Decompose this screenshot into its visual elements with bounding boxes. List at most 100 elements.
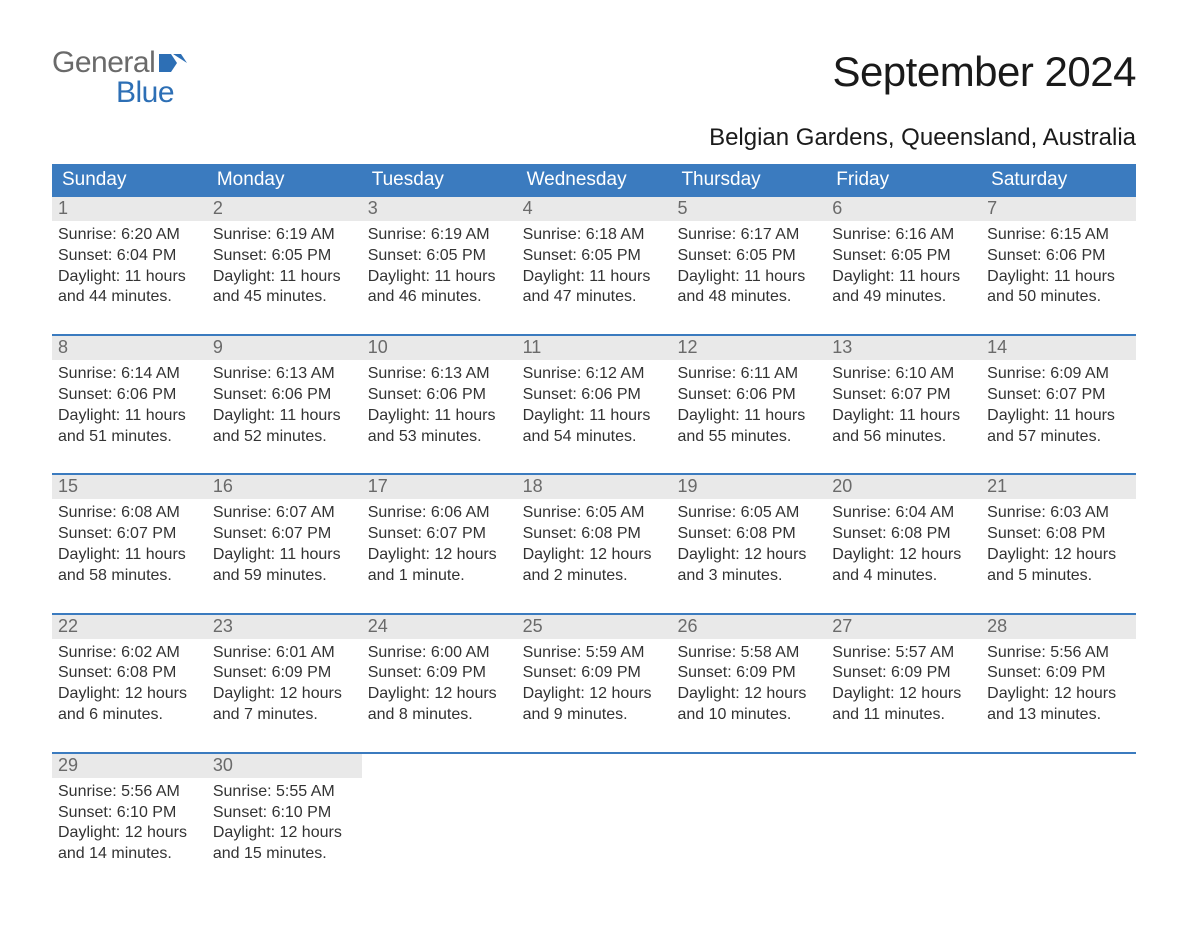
day-cell: 27Sunrise: 5:57 AMSunset: 6:09 PMDayligh… xyxy=(826,615,981,726)
daylight-line: Daylight: 11 hours and 50 minutes. xyxy=(987,267,1130,309)
day-number: 22 xyxy=(52,615,207,639)
day-number: 17 xyxy=(362,475,517,499)
day-cell: 24Sunrise: 6:00 AMSunset: 6:09 PMDayligh… xyxy=(362,615,517,726)
day-header: Tuesday xyxy=(362,164,517,197)
day-content: Sunrise: 6:00 AMSunset: 6:09 PMDaylight:… xyxy=(362,639,517,726)
day-cell xyxy=(981,754,1136,865)
sunrise-line: Sunrise: 6:17 AM xyxy=(677,225,820,246)
sunrise-line: Sunrise: 6:13 AM xyxy=(368,364,511,385)
day-number: 20 xyxy=(826,475,981,499)
daylight-line: Daylight: 11 hours and 56 minutes. xyxy=(832,406,975,448)
sunrise-line: Sunrise: 6:18 AM xyxy=(523,225,666,246)
day-number: 1 xyxy=(52,197,207,221)
sunrise-line: Sunrise: 6:05 AM xyxy=(523,503,666,524)
day-cell: 4Sunrise: 6:18 AMSunset: 6:05 PMDaylight… xyxy=(517,197,672,308)
day-number: 8 xyxy=(52,336,207,360)
day-number: 10 xyxy=(362,336,517,360)
sunrise-line: Sunrise: 5:59 AM xyxy=(523,643,666,664)
day-cell xyxy=(671,754,826,865)
day-header: Friday xyxy=(826,164,981,197)
daylight-line: Daylight: 11 hours and 55 minutes. xyxy=(677,406,820,448)
day-number: 21 xyxy=(981,475,1136,499)
sunrise-line: Sunrise: 5:56 AM xyxy=(987,643,1130,664)
sunrise-line: Sunrise: 6:15 AM xyxy=(987,225,1130,246)
day-number: 14 xyxy=(981,336,1136,360)
day-content: Sunrise: 6:15 AMSunset: 6:06 PMDaylight:… xyxy=(981,221,1136,308)
day-content: Sunrise: 6:01 AMSunset: 6:09 PMDaylight:… xyxy=(207,639,362,726)
sunrise-line: Sunrise: 6:14 AM xyxy=(58,364,201,385)
daylight-line: Daylight: 12 hours and 6 minutes. xyxy=(58,684,201,726)
day-cell: 8Sunrise: 6:14 AMSunset: 6:06 PMDaylight… xyxy=(52,336,207,447)
daylight-line: Daylight: 12 hours and 8 minutes. xyxy=(368,684,511,726)
day-number: 28 xyxy=(981,615,1136,639)
day-number: 13 xyxy=(826,336,981,360)
day-content: Sunrise: 6:13 AMSunset: 6:06 PMDaylight:… xyxy=(362,360,517,447)
day-content: Sunrise: 6:13 AMSunset: 6:06 PMDaylight:… xyxy=(207,360,362,447)
day-number: 16 xyxy=(207,475,362,499)
day-content: Sunrise: 5:58 AMSunset: 6:09 PMDaylight:… xyxy=(671,639,826,726)
sunrise-line: Sunrise: 5:55 AM xyxy=(213,782,356,803)
day-number: 2 xyxy=(207,197,362,221)
day-cell: 12Sunrise: 6:11 AMSunset: 6:06 PMDayligh… xyxy=(671,336,826,447)
logo: General Blue xyxy=(52,48,187,108)
sunrise-line: Sunrise: 6:04 AM xyxy=(832,503,975,524)
day-number: 19 xyxy=(671,475,826,499)
daylight-line: Daylight: 12 hours and 7 minutes. xyxy=(213,684,356,726)
day-content: Sunrise: 5:57 AMSunset: 6:09 PMDaylight:… xyxy=(826,639,981,726)
daylight-line: Daylight: 11 hours and 52 minutes. xyxy=(213,406,356,448)
day-cell: 14Sunrise: 6:09 AMSunset: 6:07 PMDayligh… xyxy=(981,336,1136,447)
sunset-line: Sunset: 6:06 PM xyxy=(677,385,820,406)
sunrise-line: Sunrise: 6:10 AM xyxy=(832,364,975,385)
day-content: Sunrise: 6:03 AMSunset: 6:08 PMDaylight:… xyxy=(981,499,1136,586)
sunset-line: Sunset: 6:04 PM xyxy=(58,246,201,267)
daylight-line: Daylight: 12 hours and 3 minutes. xyxy=(677,545,820,587)
day-cell: 26Sunrise: 5:58 AMSunset: 6:09 PMDayligh… xyxy=(671,615,826,726)
day-cell: 28Sunrise: 5:56 AMSunset: 6:09 PMDayligh… xyxy=(981,615,1136,726)
sunset-line: Sunset: 6:06 PM xyxy=(523,385,666,406)
day-cell: 2Sunrise: 6:19 AMSunset: 6:05 PMDaylight… xyxy=(207,197,362,308)
day-cell: 16Sunrise: 6:07 AMSunset: 6:07 PMDayligh… xyxy=(207,475,362,586)
sunset-line: Sunset: 6:05 PM xyxy=(832,246,975,267)
week-row: 29Sunrise: 5:56 AMSunset: 6:10 PMDayligh… xyxy=(52,752,1136,865)
sunset-line: Sunset: 6:08 PM xyxy=(677,524,820,545)
daylight-line: Daylight: 12 hours and 15 minutes. xyxy=(213,823,356,865)
day-number: 30 xyxy=(207,754,362,778)
day-number: 9 xyxy=(207,336,362,360)
day-header: Sunday xyxy=(52,164,207,197)
day-cell: 13Sunrise: 6:10 AMSunset: 6:07 PMDayligh… xyxy=(826,336,981,447)
day-number: 18 xyxy=(517,475,672,499)
day-header: Thursday xyxy=(671,164,826,197)
daylight-line: Daylight: 12 hours and 1 minute. xyxy=(368,545,511,587)
day-cell xyxy=(826,754,981,865)
day-cell: 7Sunrise: 6:15 AMSunset: 6:06 PMDaylight… xyxy=(981,197,1136,308)
week-row: 8Sunrise: 6:14 AMSunset: 6:06 PMDaylight… xyxy=(52,334,1136,447)
daylight-line: Daylight: 11 hours and 45 minutes. xyxy=(213,267,356,309)
sunrise-line: Sunrise: 6:06 AM xyxy=(368,503,511,524)
day-content: Sunrise: 6:12 AMSunset: 6:06 PMDaylight:… xyxy=(517,360,672,447)
sunset-line: Sunset: 6:06 PM xyxy=(368,385,511,406)
sunrise-line: Sunrise: 6:02 AM xyxy=(58,643,201,664)
sunset-line: Sunset: 6:10 PM xyxy=(213,803,356,824)
logo-word-2: Blue xyxy=(116,78,187,108)
day-content: Sunrise: 6:02 AMSunset: 6:08 PMDaylight:… xyxy=(52,639,207,726)
calendar: Sunday Monday Tuesday Wednesday Thursday… xyxy=(52,164,1136,865)
day-cell: 22Sunrise: 6:02 AMSunset: 6:08 PMDayligh… xyxy=(52,615,207,726)
sunrise-line: Sunrise: 5:58 AM xyxy=(677,643,820,664)
sunrise-line: Sunrise: 6:05 AM xyxy=(677,503,820,524)
day-content: Sunrise: 6:05 AMSunset: 6:08 PMDaylight:… xyxy=(671,499,826,586)
day-number: 25 xyxy=(517,615,672,639)
day-content: Sunrise: 6:18 AMSunset: 6:05 PMDaylight:… xyxy=(517,221,672,308)
day-content: Sunrise: 6:06 AMSunset: 6:07 PMDaylight:… xyxy=(362,499,517,586)
day-number: 29 xyxy=(52,754,207,778)
sunrise-line: Sunrise: 6:19 AM xyxy=(213,225,356,246)
day-header: Monday xyxy=(207,164,362,197)
sunrise-line: Sunrise: 6:01 AM xyxy=(213,643,356,664)
week-row: 22Sunrise: 6:02 AMSunset: 6:08 PMDayligh… xyxy=(52,613,1136,726)
day-cell: 19Sunrise: 6:05 AMSunset: 6:08 PMDayligh… xyxy=(671,475,826,586)
sunset-line: Sunset: 6:05 PM xyxy=(368,246,511,267)
sunset-line: Sunset: 6:08 PM xyxy=(987,524,1130,545)
daylight-line: Daylight: 11 hours and 44 minutes. xyxy=(58,267,201,309)
day-number: 27 xyxy=(826,615,981,639)
day-content: Sunrise: 5:56 AMSunset: 6:10 PMDaylight:… xyxy=(52,778,207,865)
day-content: Sunrise: 6:08 AMSunset: 6:07 PMDaylight:… xyxy=(52,499,207,586)
